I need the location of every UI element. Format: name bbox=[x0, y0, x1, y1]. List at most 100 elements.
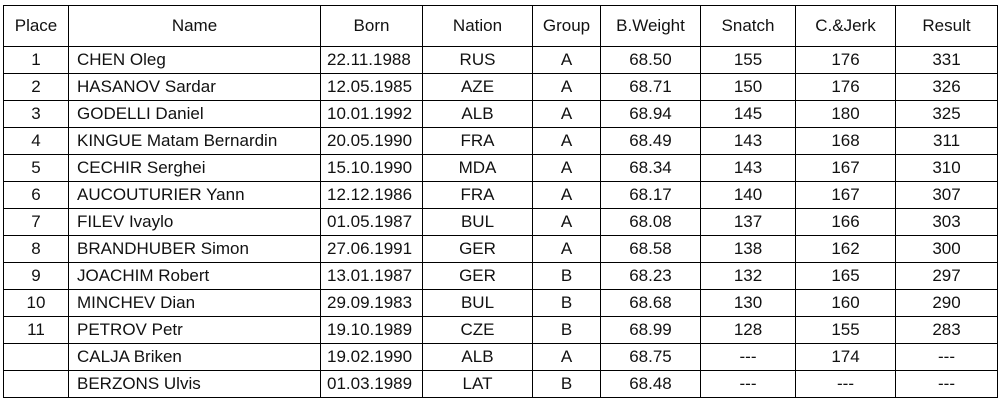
table-row: BERZONS Ulvis 01.03.1989 LAT B 68.48 --- --- --… bbox=[3, 370, 998, 398]
table-cell bbox=[3, 370, 69, 398]
table-cell: MINCHEV Dian bbox=[68, 289, 321, 317]
table-cell: FILEV Ivaylo bbox=[68, 208, 321, 236]
table-cell: 7 bbox=[3, 208, 69, 236]
table-cell: JOACHIM Robert bbox=[68, 262, 321, 290]
table-row: 1 CHEN Oleg 22.11.1988 RUS A 68.50 155 176 331 bbox=[3, 46, 998, 74]
table-cell: A bbox=[532, 154, 601, 182]
table-cell: A bbox=[532, 46, 601, 74]
table-cell: 1 bbox=[3, 46, 69, 74]
table-cell: 68.68 bbox=[600, 289, 701, 317]
column-header: Group bbox=[532, 5, 601, 47]
table-cell: 311 bbox=[895, 127, 998, 155]
table-cell: 145 bbox=[700, 100, 796, 128]
table-row: 4 KINGUE Matam Bernardin 20.05.1990 FRA A 68.… bbox=[3, 127, 998, 155]
table-cell: GER bbox=[422, 262, 533, 290]
table-cell: 143 bbox=[700, 127, 796, 155]
table-cell: ALB bbox=[422, 100, 533, 128]
table-cell: A bbox=[532, 181, 601, 209]
table-cell: 300 bbox=[895, 235, 998, 263]
table-cell: 176 bbox=[795, 46, 896, 74]
table-cell: 68.08 bbox=[600, 208, 701, 236]
table-cell: 128 bbox=[700, 316, 796, 344]
table-cell: 22.11.1988 bbox=[320, 46, 423, 74]
table-cell: 68.99 bbox=[600, 316, 701, 344]
table-cell: 326 bbox=[895, 73, 998, 101]
table-cell: 8 bbox=[3, 235, 69, 263]
table-cell: MDA bbox=[422, 154, 533, 182]
table-cell: 68.75 bbox=[600, 343, 701, 371]
table-cell: B bbox=[532, 262, 601, 290]
table-cell: A bbox=[532, 235, 601, 263]
table-cell: A bbox=[532, 127, 601, 155]
column-header: Place bbox=[3, 5, 69, 47]
table-cell: 290 bbox=[895, 289, 998, 317]
table-cell: 68.49 bbox=[600, 127, 701, 155]
table-cell: 4 bbox=[3, 127, 69, 155]
table-cell: 162 bbox=[795, 235, 896, 263]
table-cell: 331 bbox=[895, 46, 998, 74]
table-cell: 140 bbox=[700, 181, 796, 209]
table-cell: 150 bbox=[700, 73, 796, 101]
table-row: 11 PETROV Petr 19.10.1989 CZE B 68.99 128 155 28… bbox=[3, 316, 998, 344]
table-cell: 68.94 bbox=[600, 100, 701, 128]
table-cell: 9 bbox=[3, 262, 69, 290]
table-cell: 19.10.1989 bbox=[320, 316, 423, 344]
table-row: 10 MINCHEV Dian 29.09.1983 BUL B 68.68 130 160 2… bbox=[3, 289, 998, 317]
table-cell: --- bbox=[895, 343, 998, 371]
table-cell: 160 bbox=[795, 289, 896, 317]
column-header: C.&Jerk bbox=[795, 5, 896, 47]
table-cell: 297 bbox=[895, 262, 998, 290]
table-cell: A bbox=[532, 100, 601, 128]
column-header: Born bbox=[320, 5, 423, 47]
table-cell: 176 bbox=[795, 73, 896, 101]
table-cell: 3 bbox=[3, 100, 69, 128]
table-cell: 130 bbox=[700, 289, 796, 317]
table-cell: 307 bbox=[895, 181, 998, 209]
table-cell: 2 bbox=[3, 73, 69, 101]
table-cell: 138 bbox=[700, 235, 796, 263]
results-table: Place Name Born Nation Group B.Weight Snatch C.… bbox=[3, 5, 998, 398]
table-cell: 166 bbox=[795, 208, 896, 236]
table-cell: 68.23 bbox=[600, 262, 701, 290]
table-cell: 180 bbox=[795, 100, 896, 128]
column-header: Snatch bbox=[700, 5, 796, 47]
table-cell: FRA bbox=[422, 127, 533, 155]
table-cell: A bbox=[532, 343, 601, 371]
table-cell: A bbox=[532, 208, 601, 236]
table-cell: 20.05.1990 bbox=[320, 127, 423, 155]
table-cell: 5 bbox=[3, 154, 69, 182]
table-cell: RUS bbox=[422, 46, 533, 74]
table-cell: CECHIR Serghei bbox=[68, 154, 321, 182]
table-cell: 15.10.1990 bbox=[320, 154, 423, 182]
table-cell: 155 bbox=[795, 316, 896, 344]
table-cell: 68.50 bbox=[600, 46, 701, 74]
table-cell: CALJA Briken bbox=[68, 343, 321, 371]
column-header: Name bbox=[68, 5, 321, 47]
table-cell: 6 bbox=[3, 181, 69, 209]
table-cell: 165 bbox=[795, 262, 896, 290]
table-cell: 68.58 bbox=[600, 235, 701, 263]
table-cell: PETROV Petr bbox=[68, 316, 321, 344]
table-cell: LAT bbox=[422, 370, 533, 398]
table-cell: AZE bbox=[422, 73, 533, 101]
table-body: 1 CHEN Oleg 22.11.1988 RUS A 68.50 155 176 331 2 H… bbox=[3, 46, 998, 398]
table-cell: 168 bbox=[795, 127, 896, 155]
table-cell: B bbox=[532, 316, 601, 344]
table-cell: 01.05.1987 bbox=[320, 208, 423, 236]
table-cell: 10 bbox=[3, 289, 69, 317]
table-cell: 68.71 bbox=[600, 73, 701, 101]
table-cell: 12.12.1986 bbox=[320, 181, 423, 209]
table-cell: FRA bbox=[422, 181, 533, 209]
table-cell: GER bbox=[422, 235, 533, 263]
table-row: 7 FILEV Ivaylo 01.05.1987 BUL A 68.08 137 166 30… bbox=[3, 208, 998, 236]
table-row: 8 BRANDHUBER Simon 27.06.1991 GER A 68.58 138 1… bbox=[3, 235, 998, 263]
column-header: B.Weight bbox=[600, 5, 701, 47]
table-cell: 310 bbox=[895, 154, 998, 182]
table-cell: --- bbox=[795, 370, 896, 398]
table-cell: HASANOV Sardar bbox=[68, 73, 321, 101]
table-row: CALJA Briken 19.02.1990 ALB A 68.75 --- 174 --- bbox=[3, 343, 998, 371]
table-row: 5 CECHIR Serghei 15.10.1990 MDA A 68.34 143 167… bbox=[3, 154, 998, 182]
table-cell: 19.02.1990 bbox=[320, 343, 423, 371]
table-cell: 167 bbox=[795, 154, 896, 182]
